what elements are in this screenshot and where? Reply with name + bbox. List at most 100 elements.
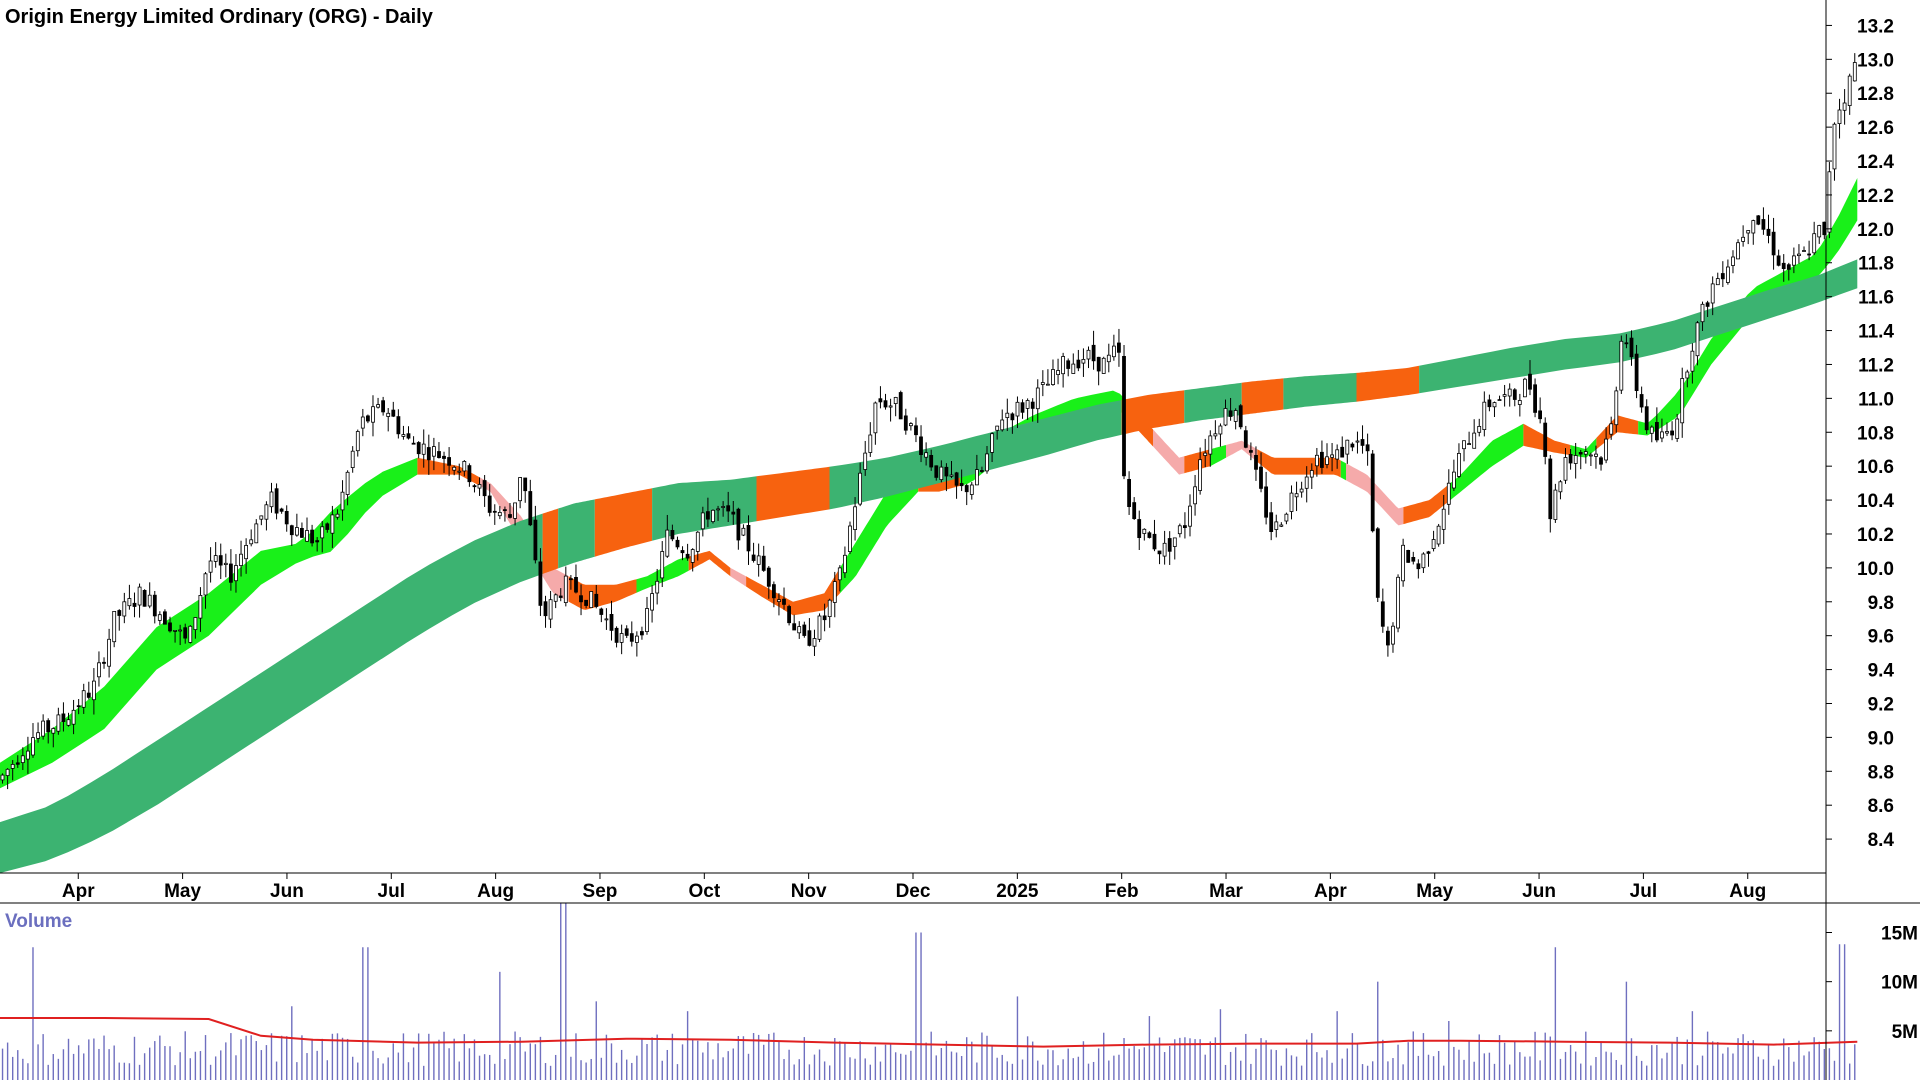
price-bar-body	[335, 513, 340, 518]
price-bar-body	[1355, 440, 1360, 443]
price-bar-body	[1274, 521, 1279, 530]
price-bar-body	[1340, 446, 1345, 458]
price-bar-body	[533, 519, 538, 561]
price-bar-body	[837, 567, 842, 581]
price-bar-body	[959, 483, 964, 487]
price-bar-body	[1533, 384, 1537, 413]
price-bar-body	[1000, 419, 1005, 431]
price-bar-body	[716, 508, 720, 511]
price-bar-body	[1213, 433, 1218, 437]
price-bar-body	[117, 610, 122, 616]
price-bar-body	[609, 614, 614, 631]
price-bar-body	[553, 594, 558, 602]
price-bar-body	[1837, 109, 1842, 125]
price-bar-body	[929, 454, 934, 468]
price-bar-body	[675, 539, 680, 548]
price-bar-body	[599, 608, 604, 615]
price-tick-label: 10.2	[1857, 525, 1894, 546]
price-bar-body	[1233, 410, 1238, 422]
price-bar-body	[858, 472, 862, 505]
price-bar-body	[680, 550, 685, 554]
price-bar-body	[1249, 450, 1253, 453]
price-bar-body	[289, 525, 294, 536]
price-bar-body	[741, 527, 746, 536]
price-bar-body	[1578, 451, 1583, 455]
price-bar-body	[1594, 453, 1598, 457]
price-bar-body	[1817, 225, 1822, 238]
price-bar-body	[502, 509, 507, 512]
price-bars	[0, 53, 1857, 790]
price-bar-body	[995, 425, 1000, 431]
price-bar-body	[746, 525, 751, 552]
price-bar-body	[1218, 425, 1223, 435]
price-bar-body	[1284, 513, 1289, 522]
price-bar-body	[1634, 353, 1639, 392]
price-bar-body	[1386, 630, 1390, 646]
price-bar-body	[914, 425, 918, 436]
price-tick-label: 10.8	[1857, 423, 1894, 444]
price-bar-body	[1502, 394, 1507, 397]
month-label: Mar	[1209, 881, 1243, 902]
price-bar-body	[868, 434, 873, 453]
price-bar-body	[431, 446, 436, 457]
price-bar-body	[756, 555, 761, 565]
price-bar-body	[1010, 413, 1015, 421]
price-bar-body	[223, 562, 228, 565]
price-bar-body	[401, 434, 406, 437]
price-bar-body	[244, 545, 249, 560]
price-bar-body	[888, 405, 893, 408]
price-bar-body	[132, 602, 137, 607]
price-tick-label: 12.6	[1857, 118, 1894, 139]
price-bar-body	[1167, 538, 1172, 552]
price-bar-body	[1086, 349, 1091, 360]
price-bar-body	[1568, 453, 1573, 464]
price-bar-body	[1309, 470, 1314, 478]
price-tick-label: 8.4	[1868, 830, 1895, 851]
slow-ma-ribbon-segment-6	[829, 400, 1122, 510]
price-bar-body	[1649, 426, 1654, 434]
price-bar-body	[574, 577, 578, 593]
price-tick-label: 9.8	[1868, 593, 1894, 614]
fast-ma-ribbon-segment-8	[840, 466, 919, 594]
price-bar-body	[1822, 221, 1827, 236]
price-bar-body	[1812, 233, 1817, 254]
price-bar-body	[1380, 601, 1385, 627]
price-bar-body	[284, 510, 289, 525]
price-bar-body	[1665, 431, 1669, 434]
price-bar-body	[310, 529, 315, 544]
price-bar-body	[1299, 488, 1304, 493]
price-bar-body	[102, 661, 106, 664]
price-bar-body	[1228, 410, 1233, 417]
price-bar-body	[1710, 283, 1715, 304]
price-bar-body	[1731, 256, 1735, 266]
volume-tick-label: 15M	[1881, 924, 1918, 945]
price-bar-body	[416, 442, 421, 455]
price-bar-body	[208, 560, 213, 573]
price-bar-body	[61, 713, 66, 723]
price-bar-body	[492, 510, 497, 513]
price-bar-body	[1147, 532, 1152, 538]
price-bar-body	[1507, 388, 1512, 397]
price-bar-body	[1223, 408, 1228, 426]
price-bar-body	[706, 511, 710, 520]
price-bar-body	[0, 774, 5, 781]
price-bar-body	[777, 599, 781, 603]
price-bar-body	[299, 528, 304, 538]
price-bar-body	[1238, 405, 1243, 428]
price-bar-body	[873, 402, 878, 434]
month-label: May	[164, 881, 201, 902]
price-bar-body	[711, 509, 715, 522]
price-bar-body	[1695, 322, 1700, 357]
volume-bars	[1, 903, 1856, 1080]
price-bar-body	[330, 514, 335, 534]
price-tick-label: 12.2	[1857, 186, 1894, 207]
slow-ma-ribbon-segment-11	[1356, 365, 1420, 402]
price-bar-body	[365, 415, 370, 422]
price-bar-body	[305, 530, 309, 542]
fast-ma-ribbon-segment-5	[688, 550, 731, 577]
price-bar-body	[1492, 402, 1497, 408]
volume-tick-label: 5M	[1892, 1022, 1918, 1043]
price-bar-body	[234, 565, 238, 582]
price-tick-label: 12.0	[1857, 220, 1894, 241]
price-bar-body	[1660, 431, 1664, 439]
